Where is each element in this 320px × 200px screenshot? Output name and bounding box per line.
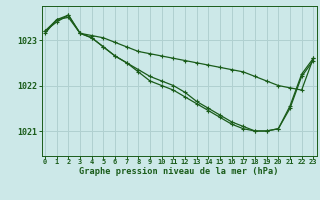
X-axis label: Graphe pression niveau de la mer (hPa): Graphe pression niveau de la mer (hPa) bbox=[79, 167, 279, 176]
